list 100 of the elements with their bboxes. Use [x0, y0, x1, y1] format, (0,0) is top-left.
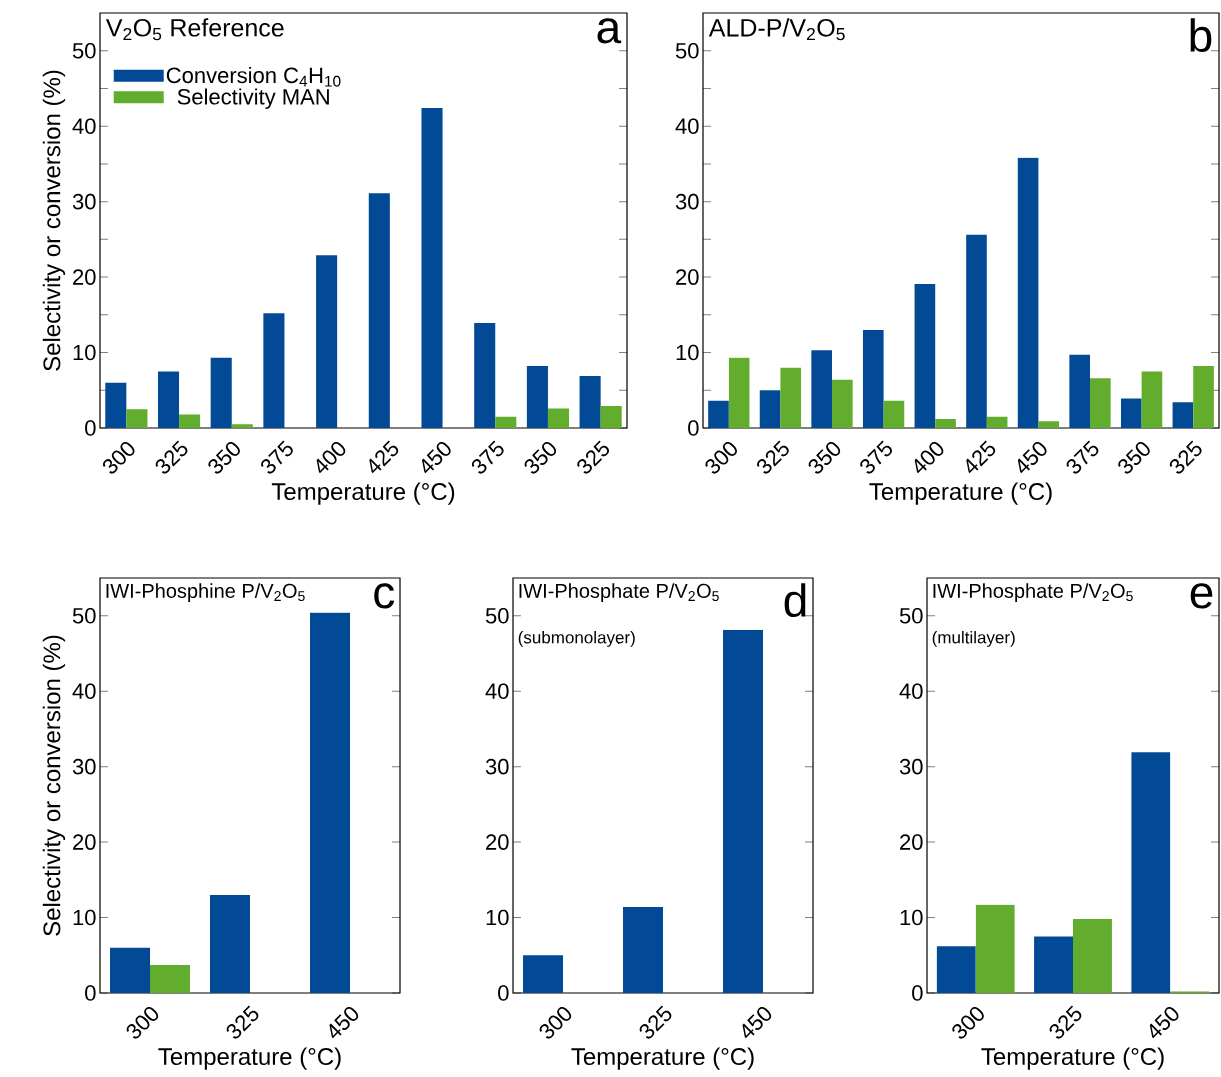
bar: [310, 612, 350, 993]
annotation: b: [1190, 18, 1212, 53]
y-tick-label: 0: [498, 985, 509, 1001]
x-tick-label: 450: [1149, 1006, 1179, 1039]
bar: [986, 416, 1008, 428]
legend-label: Selectivity MAN: [177, 88, 329, 109]
bar: [210, 894, 250, 993]
y-tick-label: 20: [676, 269, 699, 285]
x-tick-label: 375: [261, 440, 293, 474]
bar: [728, 357, 750, 428]
bar: [1120, 398, 1142, 428]
y-tick-label: 40: [899, 683, 923, 699]
y-axis-title: Selectivity or conversion (%): [42, 70, 66, 371]
y-tick-label: 20: [73, 269, 96, 285]
bar: [547, 408, 570, 428]
bar: [316, 255, 338, 428]
y-tick-label: 30: [485, 758, 509, 775]
bar: [1034, 936, 1074, 993]
bar: [723, 630, 764, 993]
y-tick-label: 30: [899, 758, 923, 775]
y-tick-label: 10: [676, 344, 699, 361]
y-tick-label: 50: [485, 607, 509, 624]
bar: [1193, 366, 1214, 428]
bar: [623, 906, 664, 993]
bar: [523, 955, 564, 993]
bar: [1141, 371, 1163, 428]
x-axis-title: Temperature (°C): [869, 482, 1052, 505]
y-tick-label: 30: [72, 193, 96, 210]
bar: [1038, 421, 1060, 428]
y-tick-label: 0: [912, 985, 923, 1001]
y-tick-label: 40: [675, 118, 699, 134]
y-tick-label: 50: [72, 607, 96, 624]
x-tick-label: 450: [742, 1006, 772, 1039]
y-tick-label: 30: [675, 193, 699, 210]
y-tick-label: 10: [486, 909, 509, 926]
text: (multilayer): [932, 631, 1015, 647]
chart-title: IWI-Phosphine P/V$_{2}$O$_{5}$: [106, 583, 305, 602]
x-tick-label: 325: [757, 440, 789, 474]
y-tick-label: 10: [900, 909, 923, 926]
bar: [210, 357, 232, 428]
x-tick-label: 325: [1169, 440, 1202, 474]
x-tick-label: 375: [860, 440, 892, 474]
bar: [935, 418, 956, 428]
x-tick-label: 350: [208, 441, 240, 474]
y-tick-label: 20: [73, 834, 96, 850]
bar: [1172, 402, 1194, 428]
legend-label: Conversion C$_{4}$H$_{10}$: [166, 66, 341, 87]
bar: [1017, 157, 1039, 428]
bar: [832, 379, 853, 428]
annotation: c: [374, 583, 395, 609]
y-tick-label: 50: [899, 607, 923, 624]
x-tick-label: 375: [1066, 440, 1099, 474]
x-tick-label: 400: [316, 441, 346, 474]
bar: [579, 375, 601, 428]
bar: [862, 329, 884, 428]
x-tick-label: 325: [226, 1005, 259, 1039]
bar: [1090, 378, 1111, 428]
y-axis-title: Selectivity or conversion (%): [42, 635, 66, 936]
x-tick-label: 325: [577, 440, 610, 474]
bar: [231, 424, 253, 428]
x-tick-label: 375: [471, 440, 504, 474]
bar: [179, 414, 201, 428]
annotation: a: [597, 18, 622, 44]
bar: [975, 904, 1015, 993]
bar: [1069, 354, 1091, 428]
x-tick-label: 350: [1118, 441, 1150, 474]
bar: [105, 382, 127, 428]
x-tick-label: 300: [952, 1006, 984, 1039]
y-tick-label: 30: [72, 758, 96, 775]
bar: [883, 400, 905, 428]
bar: [936, 946, 976, 993]
annotation: e: [1190, 583, 1213, 609]
bar: [1073, 919, 1112, 993]
x-tick-label: 325: [1049, 1005, 1082, 1039]
x-tick-label: 350: [524, 441, 557, 474]
bar: [126, 409, 148, 428]
bar: [474, 323, 496, 428]
bar: [600, 406, 622, 428]
chart-title: ALD-P/V$_{2}$O$_{5}$: [708, 18, 845, 41]
y-tick-label: 20: [486, 834, 509, 850]
y-tick-label: 10: [73, 909, 96, 926]
x-tick-label: 300: [705, 441, 737, 474]
bar: [966, 234, 987, 428]
x-tick-label: 450: [1017, 441, 1047, 474]
y-tick-label: 50: [675, 42, 699, 59]
y-tick-label: 0: [85, 985, 96, 1001]
text: (submonolayer): [518, 631, 635, 647]
bar: [708, 400, 729, 428]
x-tick-label: 425: [966, 440, 996, 474]
bar: [526, 366, 548, 428]
x-tick-label: 450: [329, 1006, 359, 1039]
bar: [110, 947, 150, 993]
bar: [1131, 752, 1171, 993]
y-tick-label: 0: [85, 420, 96, 436]
y-tick-label: 40: [72, 683, 96, 699]
chart-title: V$_{2}$O$_{5}$ Reference: [105, 18, 284, 41]
x-tick-label: 325: [639, 1005, 672, 1039]
annotation: d: [784, 583, 806, 618]
y-tick-label: 0: [688, 420, 699, 436]
bar: [150, 965, 190, 993]
